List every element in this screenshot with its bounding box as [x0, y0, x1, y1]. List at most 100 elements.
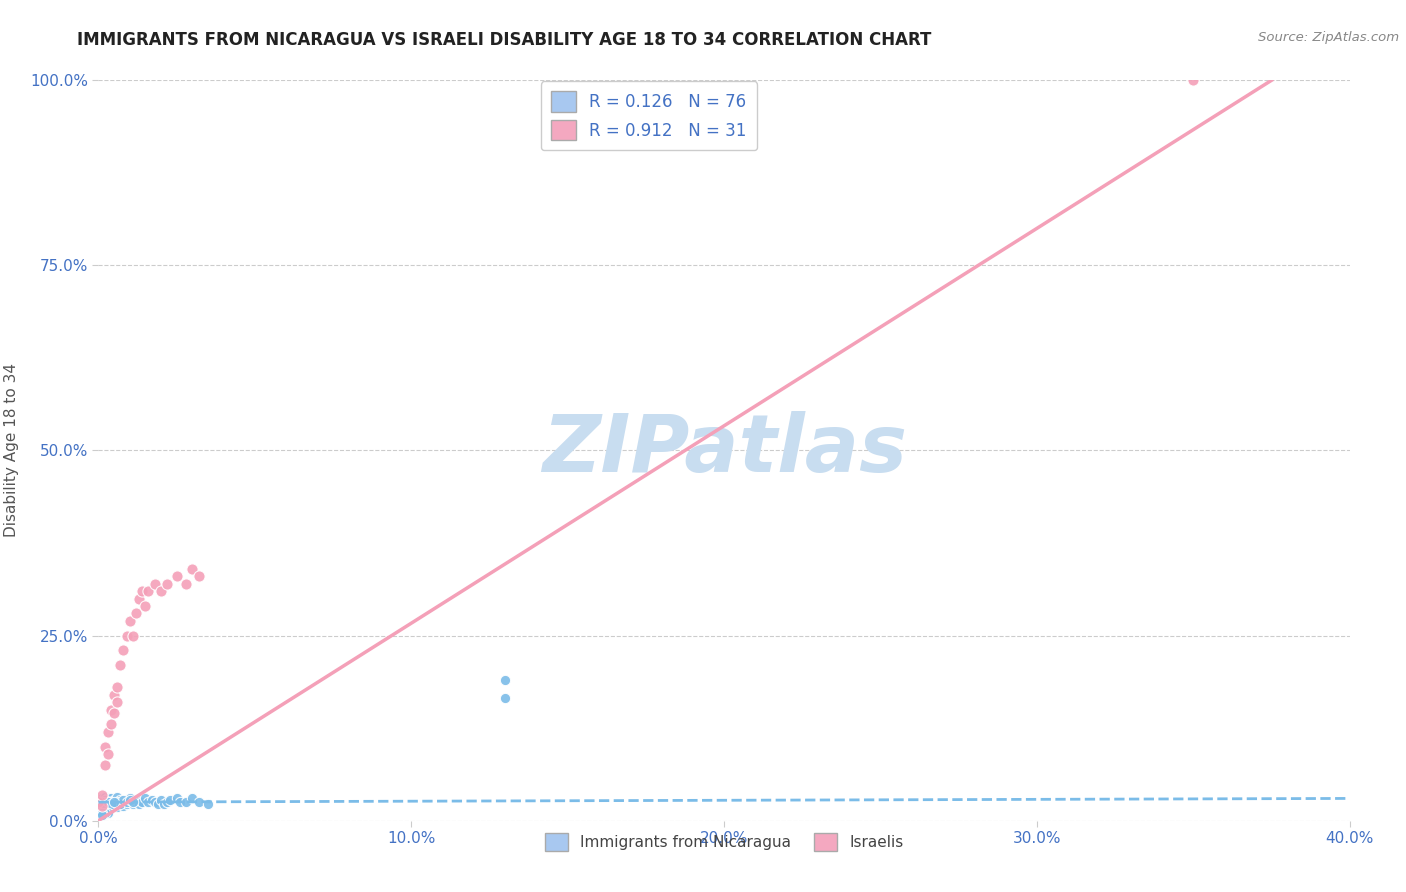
Point: [103, 688, 125, 702]
Point: [90, 806, 112, 821]
Point: [93, 789, 115, 804]
Point: [103, 797, 125, 812]
Point: [131, 584, 153, 599]
Point: [97, 795, 120, 809]
Point: [87, 795, 110, 809]
Point: [112, 795, 135, 809]
Point: [197, 797, 219, 812]
Point: [93, 739, 115, 754]
Point: [174, 576, 197, 591]
Point: [100, 795, 122, 809]
Point: [125, 793, 148, 807]
Point: [121, 628, 143, 642]
Point: [93, 797, 115, 812]
Point: [166, 791, 188, 805]
Point: [115, 797, 138, 812]
Point: [153, 797, 176, 812]
Point: [156, 795, 179, 809]
Point: [90, 807, 112, 822]
Point: [128, 591, 150, 606]
Point: [138, 584, 160, 599]
Point: [115, 793, 138, 807]
Point: [90, 791, 112, 805]
Point: [90, 798, 112, 813]
Point: [494, 673, 516, 687]
Point: [169, 795, 191, 809]
Point: [156, 576, 179, 591]
Y-axis label: Disability Age 18 to 34: Disability Age 18 to 34: [4, 363, 18, 538]
Point: [87, 798, 110, 813]
Point: [118, 614, 141, 628]
Point: [121, 797, 143, 812]
Point: [87, 795, 110, 809]
Point: [90, 797, 112, 812]
Point: [97, 724, 120, 739]
Point: [97, 747, 120, 761]
Legend: Immigrants from Nicaragua, Israelis: Immigrants from Nicaragua, Israelis: [538, 827, 910, 857]
Point: [93, 795, 115, 809]
Point: [93, 758, 115, 772]
Point: [97, 791, 120, 805]
Point: [125, 607, 148, 621]
Point: [150, 793, 173, 807]
Point: [150, 584, 173, 599]
Point: [105, 795, 128, 809]
Point: [100, 717, 122, 731]
Point: [103, 793, 125, 807]
Point: [187, 569, 209, 583]
Point: [181, 791, 204, 805]
Point: [110, 797, 132, 812]
Point: [97, 795, 120, 809]
Point: [143, 576, 166, 591]
Point: [110, 658, 132, 673]
Point: [103, 798, 125, 813]
Point: [97, 806, 120, 821]
Point: [90, 795, 112, 809]
Point: [105, 695, 128, 709]
Point: [90, 788, 112, 802]
Point: [90, 798, 112, 813]
Point: [494, 691, 516, 706]
Point: [128, 797, 150, 812]
Point: [97, 797, 120, 812]
Point: [115, 795, 138, 809]
Point: [93, 793, 115, 807]
Point: [174, 795, 197, 809]
Text: ZIPatlas: ZIPatlas: [541, 411, 907, 490]
Point: [187, 795, 209, 809]
Point: [90, 797, 112, 812]
Point: [138, 795, 160, 809]
Point: [100, 703, 122, 717]
Point: [93, 806, 115, 821]
Point: [90, 800, 112, 814]
Point: [105, 789, 128, 804]
Point: [97, 800, 120, 814]
Point: [100, 798, 122, 813]
Point: [121, 795, 143, 809]
Point: [110, 793, 132, 807]
Point: [103, 798, 125, 813]
Point: [90, 795, 112, 809]
Point: [105, 795, 128, 809]
Point: [125, 795, 148, 809]
Point: [103, 706, 125, 721]
Point: [166, 569, 188, 583]
Point: [159, 793, 181, 807]
Point: [105, 681, 128, 695]
Point: [87, 797, 110, 812]
Point: [134, 791, 156, 805]
Point: [1182, 73, 1205, 87]
Point: [100, 797, 122, 812]
Point: [112, 793, 135, 807]
Point: [181, 562, 204, 576]
Point: [110, 797, 132, 812]
Text: Source: ZipAtlas.com: Source: ZipAtlas.com: [1258, 31, 1399, 45]
Point: [118, 795, 141, 809]
Point: [105, 800, 128, 814]
Point: [103, 795, 125, 809]
Point: [100, 795, 122, 809]
Point: [93, 793, 115, 807]
Point: [118, 791, 141, 805]
Point: [143, 795, 166, 809]
Point: [141, 793, 163, 807]
